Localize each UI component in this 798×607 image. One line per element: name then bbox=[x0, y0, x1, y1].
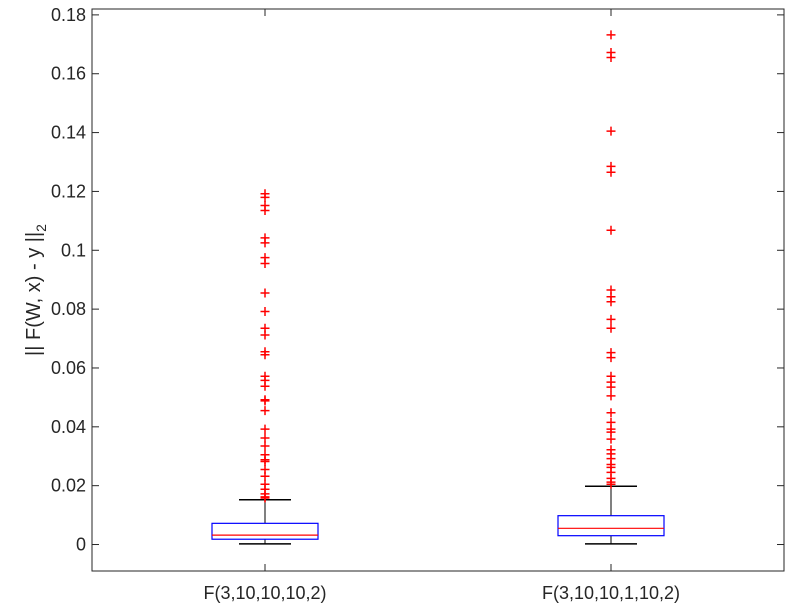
outlier-point bbox=[606, 382, 616, 392]
outlier-point bbox=[606, 391, 616, 401]
outliers-layer bbox=[260, 30, 616, 503]
outlier-point bbox=[606, 408, 616, 418]
y-tick-label: 0.02 bbox=[51, 476, 86, 496]
x-tick-label: F(3,10,10,1,10,2) bbox=[542, 583, 680, 603]
y-axis: 0 0.02 0.04 0.06 0.08 0.1 0.12 0.14 0.16 0.18 bbox=[51, 5, 784, 555]
outlier-point bbox=[606, 30, 616, 40]
y-tick-label: 0.18 bbox=[51, 5, 86, 25]
outlier-point bbox=[260, 330, 270, 340]
outlier-point bbox=[606, 314, 616, 324]
outlier-point bbox=[606, 167, 616, 177]
x-tick-label: F(3,10,10,10,2) bbox=[203, 583, 326, 603]
outlier-point bbox=[260, 381, 270, 391]
outlier-point bbox=[260, 457, 270, 467]
outlier-point bbox=[260, 406, 270, 416]
outlier-point bbox=[606, 434, 616, 444]
outlier-point bbox=[606, 53, 616, 63]
outlier-point bbox=[260, 350, 270, 360]
y-tick-label: 0.04 bbox=[51, 417, 86, 437]
y-tick-label: 0 bbox=[76, 535, 86, 555]
outlier-point bbox=[260, 441, 270, 451]
outlier-point bbox=[260, 306, 270, 316]
y-axis-title-main: || F(W, x) - y || bbox=[23, 232, 45, 356]
outlier-point bbox=[260, 433, 270, 443]
y-axis-title: || F(W, x) - y ||2 bbox=[23, 224, 49, 356]
outlier-point bbox=[606, 225, 616, 235]
outlier-point bbox=[606, 323, 616, 333]
outlier-point bbox=[606, 297, 616, 307]
y-tick-label: 0.1 bbox=[61, 240, 86, 260]
outlier-point bbox=[260, 396, 270, 406]
outlier-point bbox=[606, 126, 616, 136]
x-axis: F(3,10,10,10,2) F(3,10,10,1,10,2) bbox=[203, 9, 680, 603]
outlier-point bbox=[260, 206, 270, 216]
outlier-point bbox=[260, 424, 270, 434]
y-tick-label: 0.16 bbox=[51, 64, 86, 84]
y-tick-label: 0.14 bbox=[51, 123, 86, 143]
box-iqr bbox=[211, 522, 319, 540]
outlier-point bbox=[260, 238, 270, 248]
outlier-point bbox=[260, 192, 270, 202]
y-tick-label: 0.12 bbox=[51, 181, 86, 201]
outlier-point bbox=[606, 353, 616, 363]
box-group bbox=[557, 485, 665, 545]
box-iqr bbox=[557, 515, 665, 537]
plot-area bbox=[91, 8, 785, 572]
y-tick-label: 0.08 bbox=[51, 299, 86, 319]
y-axis-title-subscript: 2 bbox=[33, 224, 49, 232]
outlier-point bbox=[606, 479, 616, 489]
outlier-point bbox=[260, 471, 270, 481]
y-tick-label: 0.06 bbox=[51, 358, 86, 378]
outlier-point bbox=[260, 493, 270, 503]
outlier-point bbox=[260, 259, 270, 269]
outlier-point bbox=[260, 288, 270, 298]
